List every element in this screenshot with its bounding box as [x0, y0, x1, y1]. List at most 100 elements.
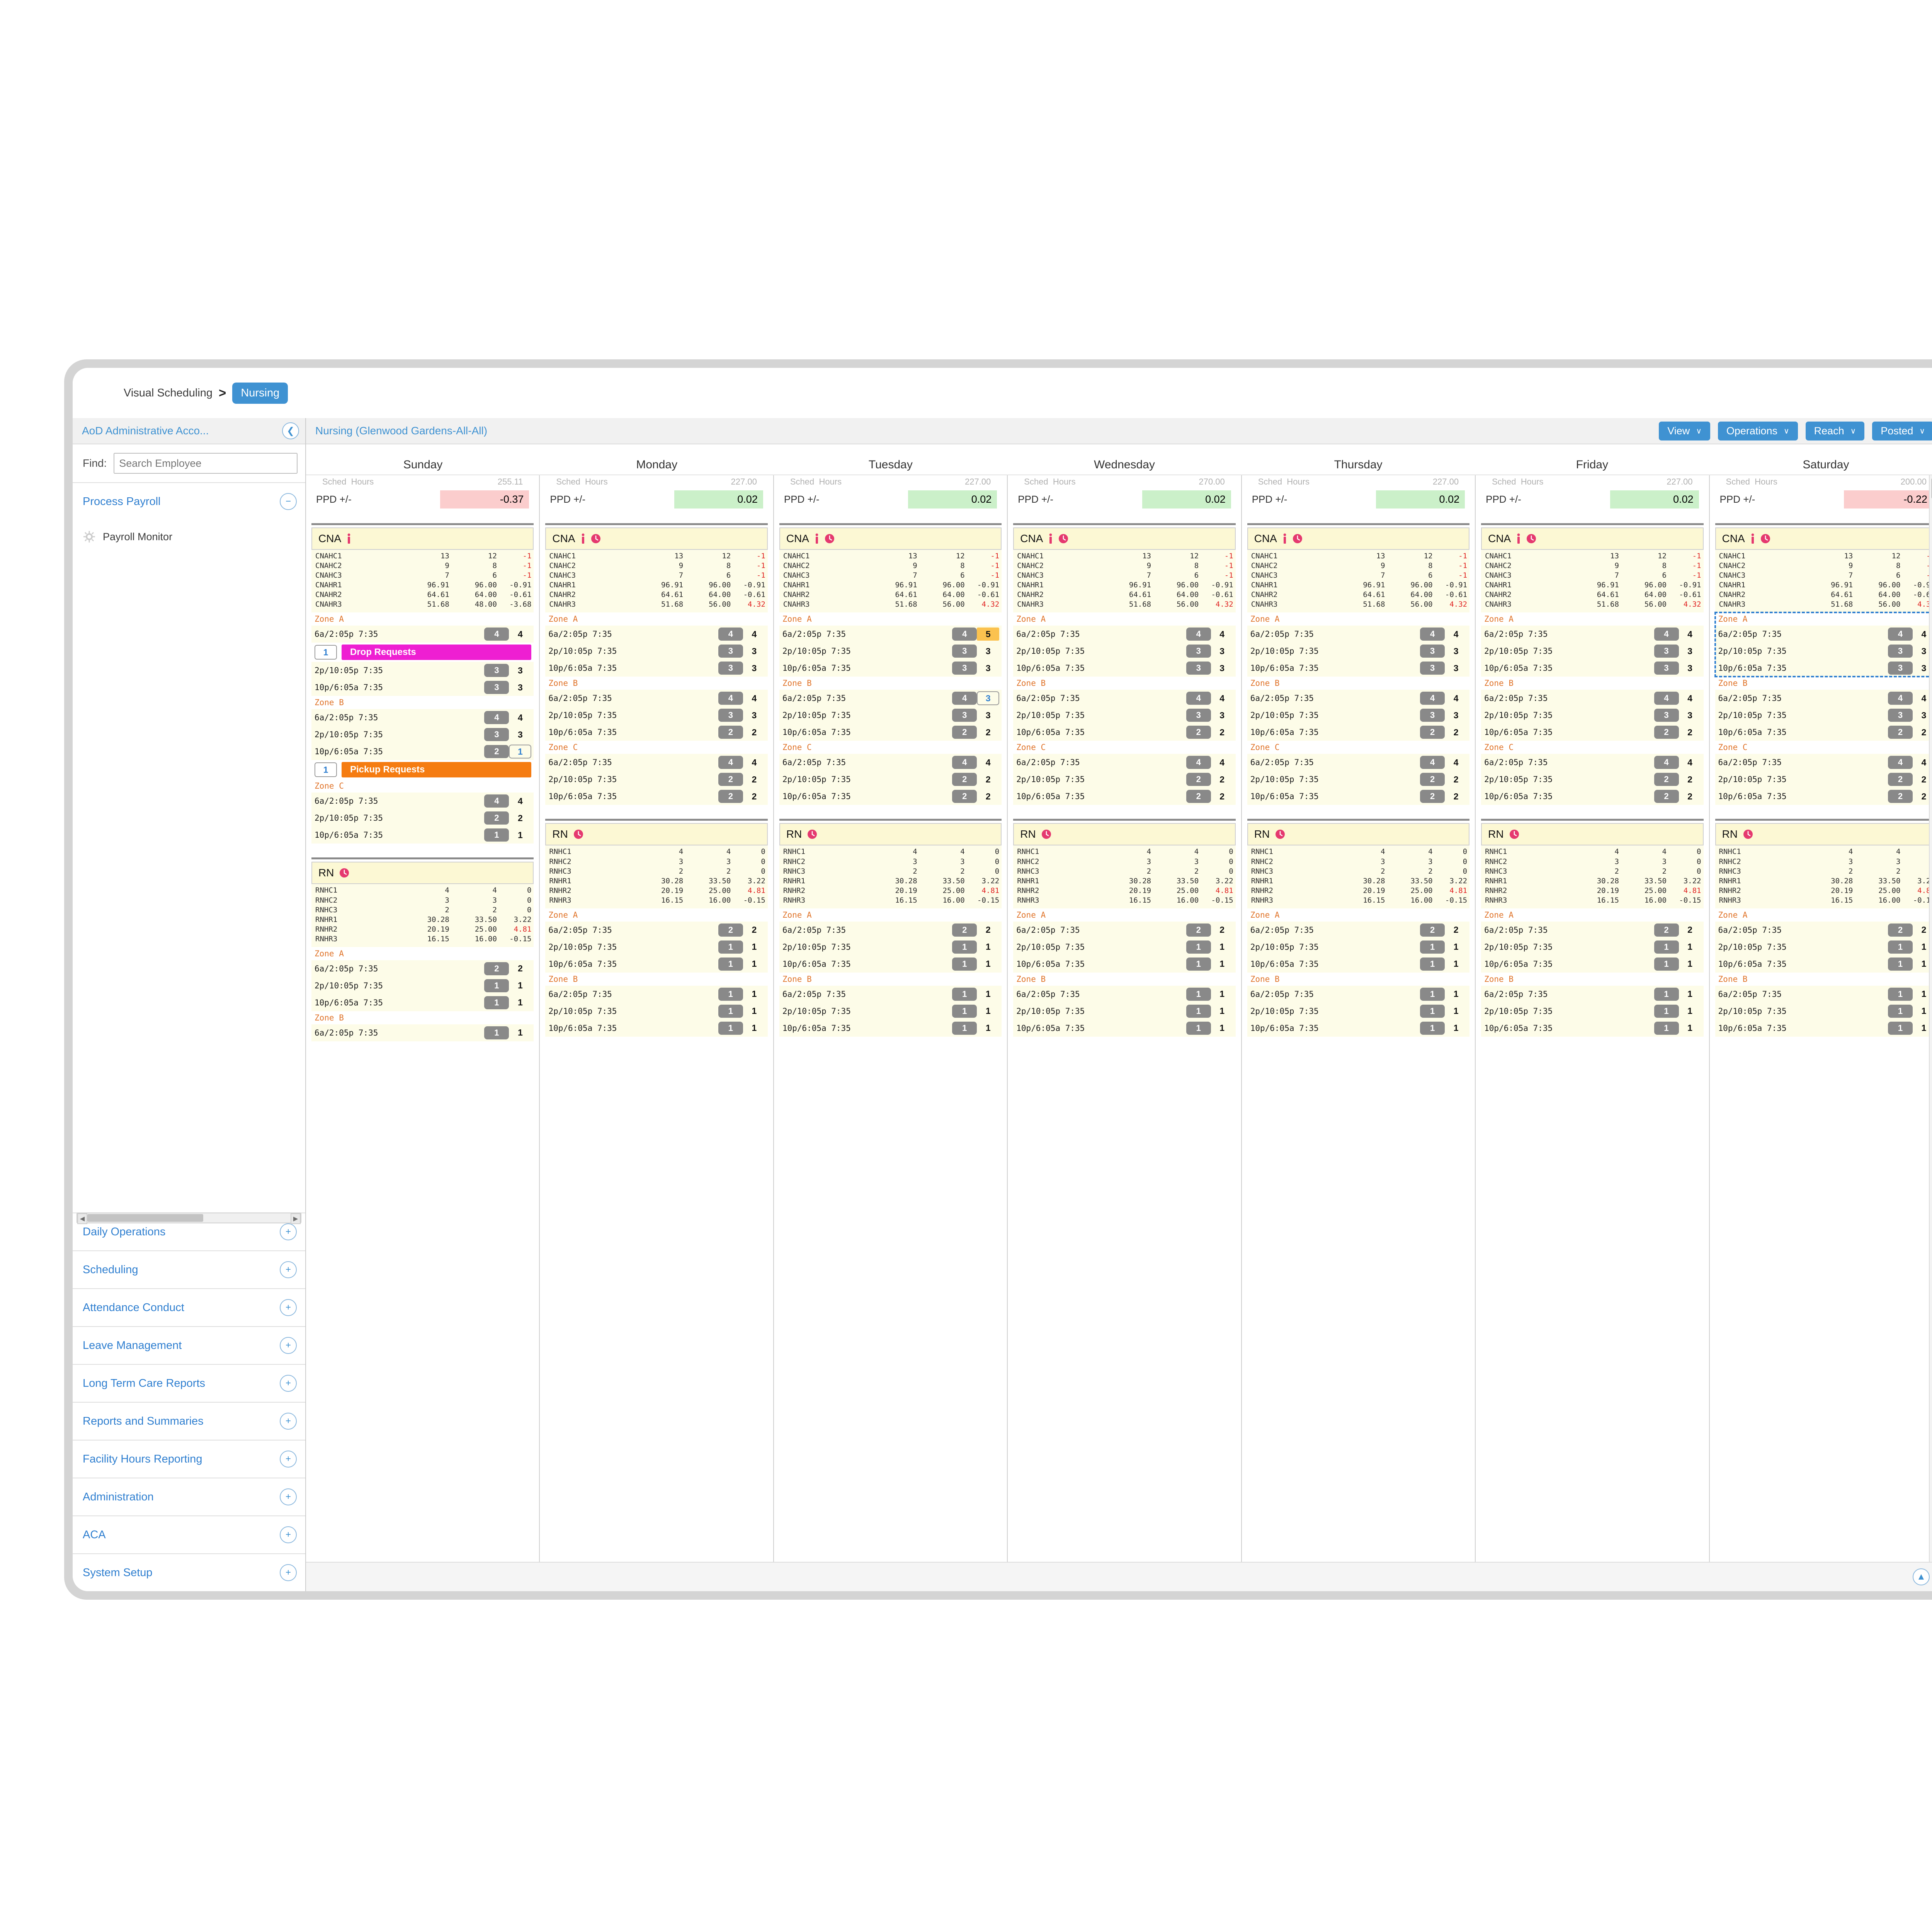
shift-assigned-count[interactable]: 1 — [1453, 942, 1459, 952]
shift-assigned-count[interactable]: 3 — [1219, 646, 1225, 656]
shift-required-count[interactable]: 4 — [718, 692, 743, 705]
shift-required-count[interactable]: 3 — [484, 681, 509, 694]
shift-row[interactable]: 6a/2:05p 7:35 4 4 — [545, 754, 768, 771]
shift-required-count[interactable]: 1 — [1186, 1021, 1211, 1035]
shift-row[interactable]: 10p/6:05a 7:35 3 3 — [1013, 660, 1236, 677]
shift-required-count[interactable]: 1 — [1654, 1004, 1679, 1018]
shift-required-count[interactable]: 3 — [952, 709, 977, 722]
shift-assigned-count[interactable]: 3 — [752, 663, 757, 673]
shift-assigned-count[interactable]: 3 — [1219, 710, 1225, 720]
shift-assigned-count[interactable]: 1 — [509, 745, 532, 759]
shift-assigned-count[interactable]: 3 — [977, 691, 1000, 706]
shift-row[interactable]: 6a/2:05p 7:35 4 4 — [1013, 626, 1236, 643]
role-group-header[interactable]: CNA — [1013, 527, 1236, 550]
shift-required-count[interactable]: 4 — [1888, 692, 1913, 705]
shift-row[interactable]: 2p/10:05p 7:35 3 3 — [1013, 643, 1236, 660]
shift-row[interactable]: 2p/10:05p 7:35 2 2 — [1715, 771, 1932, 788]
shift-assigned-count[interactable]: 2 — [1453, 925, 1459, 935]
shift-required-count[interactable]: 1 — [1654, 940, 1679, 954]
expand-toggle-icon[interactable]: + — [280, 1413, 297, 1430]
shift-row[interactable]: 10p/6:05a 7:35 1 1 — [1481, 955, 1704, 973]
shift-required-count[interactable]: 1 — [952, 957, 977, 971]
shift-required-count[interactable]: 2 — [718, 790, 743, 803]
expand-toggle-icon[interactable]: + — [280, 1451, 297, 1468]
shift-row[interactable]: 10p/6:05a 7:35 1 1 — [311, 827, 534, 844]
shift-assigned-count[interactable]: 1 — [1219, 959, 1225, 969]
shift-assigned-count[interactable]: 1 — [1219, 1023, 1225, 1033]
shift-required-count[interactable]: 4 — [1420, 756, 1445, 769]
scroll-left-icon[interactable]: ◀ — [77, 1213, 87, 1224]
shift-row[interactable]: 10p/6:05a 7:35 2 2 — [1715, 724, 1932, 741]
sidebar-item-reports-and-summaries[interactable]: Reports and Summaries + — [73, 1402, 305, 1440]
shift-row[interactable]: 10p/6:05a 7:35 1 1 — [1247, 955, 1470, 973]
shift-row[interactable]: 6a/2:05p 7:35 4 4 — [311, 626, 534, 643]
role-group-header[interactable]: CNA — [1715, 527, 1932, 550]
shift-row[interactable]: 10p/6:05a 7:35 2 2 — [1247, 788, 1470, 805]
shift-row[interactable]: 6a/2:05p 7:35 4 4 — [545, 690, 768, 707]
shift-required-count[interactable]: 3 — [1186, 709, 1211, 722]
shift-required-count[interactable]: 3 — [1420, 709, 1445, 722]
shift-row[interactable]: 2p/10:05p 7:35 1 1 — [1481, 938, 1704, 956]
shift-required-count[interactable]: 2 — [952, 923, 977, 937]
shift-required-count[interactable]: 4 — [1654, 692, 1679, 705]
shift-required-count[interactable]: 2 — [1888, 923, 1913, 937]
shift-required-count[interactable]: 1 — [1186, 1004, 1211, 1018]
shift-required-count[interactable]: 1 — [484, 996, 509, 1009]
scrollbar-thumb[interactable] — [87, 1214, 203, 1222]
breadcrumb-root[interactable]: Visual Scheduling — [124, 386, 213, 399]
collapse-footer-icon[interactable]: ▲ — [1913, 1568, 1930, 1585]
sidebar-item-aca[interactable]: ACA + — [73, 1515, 305, 1553]
shift-assigned-count[interactable]: 2 — [752, 774, 757, 784]
shift-assigned-count[interactable]: 3 — [1453, 646, 1459, 656]
shift-row[interactable]: 2p/10:05p 7:35 1 1 — [545, 1002, 768, 1020]
shift-row[interactable]: 6a/2:05p 7:35 4 4 — [1247, 690, 1470, 707]
shift-row[interactable]: 6a/2:05p 7:35 1 1 — [1013, 985, 1236, 1003]
shift-required-count[interactable]: 1 — [484, 828, 509, 842]
shift-assigned-count[interactable]: 3 — [1687, 646, 1692, 656]
shift-required-count[interactable]: 4 — [484, 628, 509, 641]
shift-assigned-count[interactable]: 1 — [518, 997, 523, 1008]
shift-assigned-count[interactable]: 1 — [1921, 1006, 1927, 1016]
shift-assigned-count[interactable]: 3 — [518, 665, 523, 675]
shift-required-count[interactable]: 3 — [484, 728, 509, 742]
role-group-header[interactable]: RN — [545, 823, 768, 846]
shift-row[interactable]: 10p/6:05a 7:35 1 1 — [1715, 1019, 1932, 1037]
shift-required-count[interactable]: 3 — [1186, 645, 1211, 658]
shift-row[interactable]: 2p/10:05p 7:35 1 1 — [1013, 938, 1236, 956]
shift-required-count[interactable]: 2 — [1420, 726, 1445, 739]
shift-required-count[interactable]: 4 — [1888, 628, 1913, 641]
shift-assigned-count[interactable]: 2 — [1219, 925, 1225, 935]
shift-row[interactable]: 6a/2:05p 7:35 2 2 — [1247, 921, 1470, 939]
shift-assigned-count[interactable]: 3 — [1921, 710, 1927, 720]
shift-row[interactable]: 10p/6:05a 7:35 2 2 — [1715, 788, 1932, 805]
shift-row[interactable]: 10p/6:05a 7:35 2 2 — [1481, 724, 1704, 741]
shift-assigned-count[interactable]: 1 — [752, 989, 757, 999]
shift-required-count[interactable]: 2 — [718, 773, 743, 786]
shift-row[interactable]: 2p/10:05p 7:35 1 1 — [1715, 938, 1932, 956]
shift-required-count[interactable]: 1 — [1186, 957, 1211, 971]
shift-assigned-count[interactable]: 3 — [1921, 663, 1927, 673]
shift-required-count[interactable]: 1 — [1888, 1004, 1913, 1018]
shift-row[interactable]: 10p/6:05a 7:35 1 1 — [1247, 1019, 1470, 1037]
shift-row[interactable]: 2p/10:05p 7:35 3 3 — [779, 643, 1002, 660]
shift-required-count[interactable]: 1 — [1654, 987, 1679, 1001]
shift-required-count[interactable]: 3 — [718, 709, 743, 722]
shift-required-count[interactable]: 2 — [1888, 773, 1913, 786]
shift-required-count[interactable]: 2 — [1186, 773, 1211, 786]
shift-assigned-count[interactable]: 3 — [1687, 710, 1692, 720]
scroll-right-icon[interactable]: ▶ — [291, 1213, 301, 1224]
shift-assigned-count[interactable]: 3 — [985, 646, 991, 656]
shift-assigned-count[interactable]: 3 — [985, 663, 991, 673]
shift-required-count[interactable]: 1 — [952, 940, 977, 954]
shift-row[interactable]: 2p/10:05p 7:35 2 2 — [1481, 771, 1704, 788]
shift-required-count[interactable]: 1 — [1888, 940, 1913, 954]
shift-assigned-count[interactable]: 2 — [1921, 774, 1927, 784]
shift-assigned-count[interactable]: 1 — [518, 1027, 523, 1038]
shift-assigned-count[interactable]: 1 — [1921, 989, 1927, 999]
role-group-header[interactable]: RN — [1715, 823, 1932, 846]
shift-row[interactable]: 6a/2:05p 7:35 1 1 — [545, 985, 768, 1003]
shift-row[interactable]: 2p/10:05p 7:35 1 1 — [311, 977, 534, 994]
shift-assigned-count[interactable]: 2 — [1921, 791, 1927, 801]
shift-row[interactable]: 10p/6:05a 7:35 3 3 — [1247, 660, 1470, 677]
shift-required-count[interactable]: 4 — [1186, 628, 1211, 641]
